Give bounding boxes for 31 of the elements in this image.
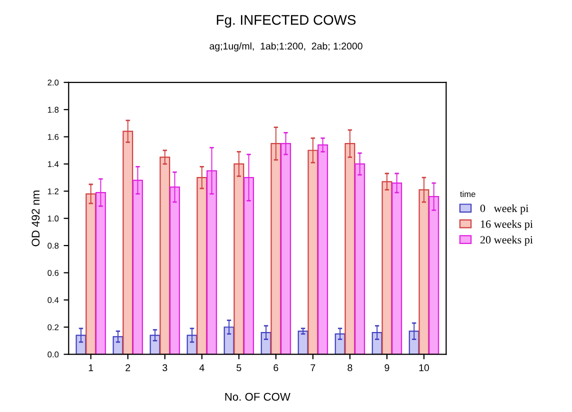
y-tick-label: 1.8 [48,106,59,113]
x-tick-label: 10 [419,364,429,372]
y-tick-label: 2.0 [48,80,59,86]
bar [112,336,124,354]
x-tick-label: 1 [88,364,94,372]
y-tick-label: 1.0 [48,216,59,222]
y-tick-label: 1.4 [48,161,59,167]
x-tick-label: 5 [236,364,242,372]
x-axis-title: No. OF COW [225,392,290,401]
y-tick-label: 0.6 [48,270,59,276]
legend-title: time [460,190,476,198]
legend-label: 20 weeks pi [480,236,533,246]
x-tick-label: 8 [348,364,352,372]
x-tick-label: 7 [310,364,316,372]
chart-subtitle: ag;1ug/ml, 1ab;1:200, 2ab; 1:2000 [210,42,362,52]
bar [298,330,308,354]
y-tick-label: 0.2 [48,324,58,330]
x-tick-label: 2 [126,364,130,372]
y-tick-label: 1.2 [48,188,58,194]
legend-label: 16 weeks pi [480,220,533,230]
x-tick-label: 9 [384,364,390,372]
chart-title: Fg. INFECTED COWS [216,15,356,28]
y-tick-label: 0.0 [48,352,59,358]
y-axis-title: OD 492 nm [32,190,40,246]
x-tick-label: 4 [199,364,204,372]
legend-label: 0 week pi [480,204,528,214]
y-tick-label: 1.6 [48,134,59,140]
y-tick-label: 0.4 [48,297,59,304]
y-tick-label: 0.8 [48,242,59,249]
x-tick-label: 6 [274,364,278,372]
x-tick-label: 3 [162,364,168,372]
